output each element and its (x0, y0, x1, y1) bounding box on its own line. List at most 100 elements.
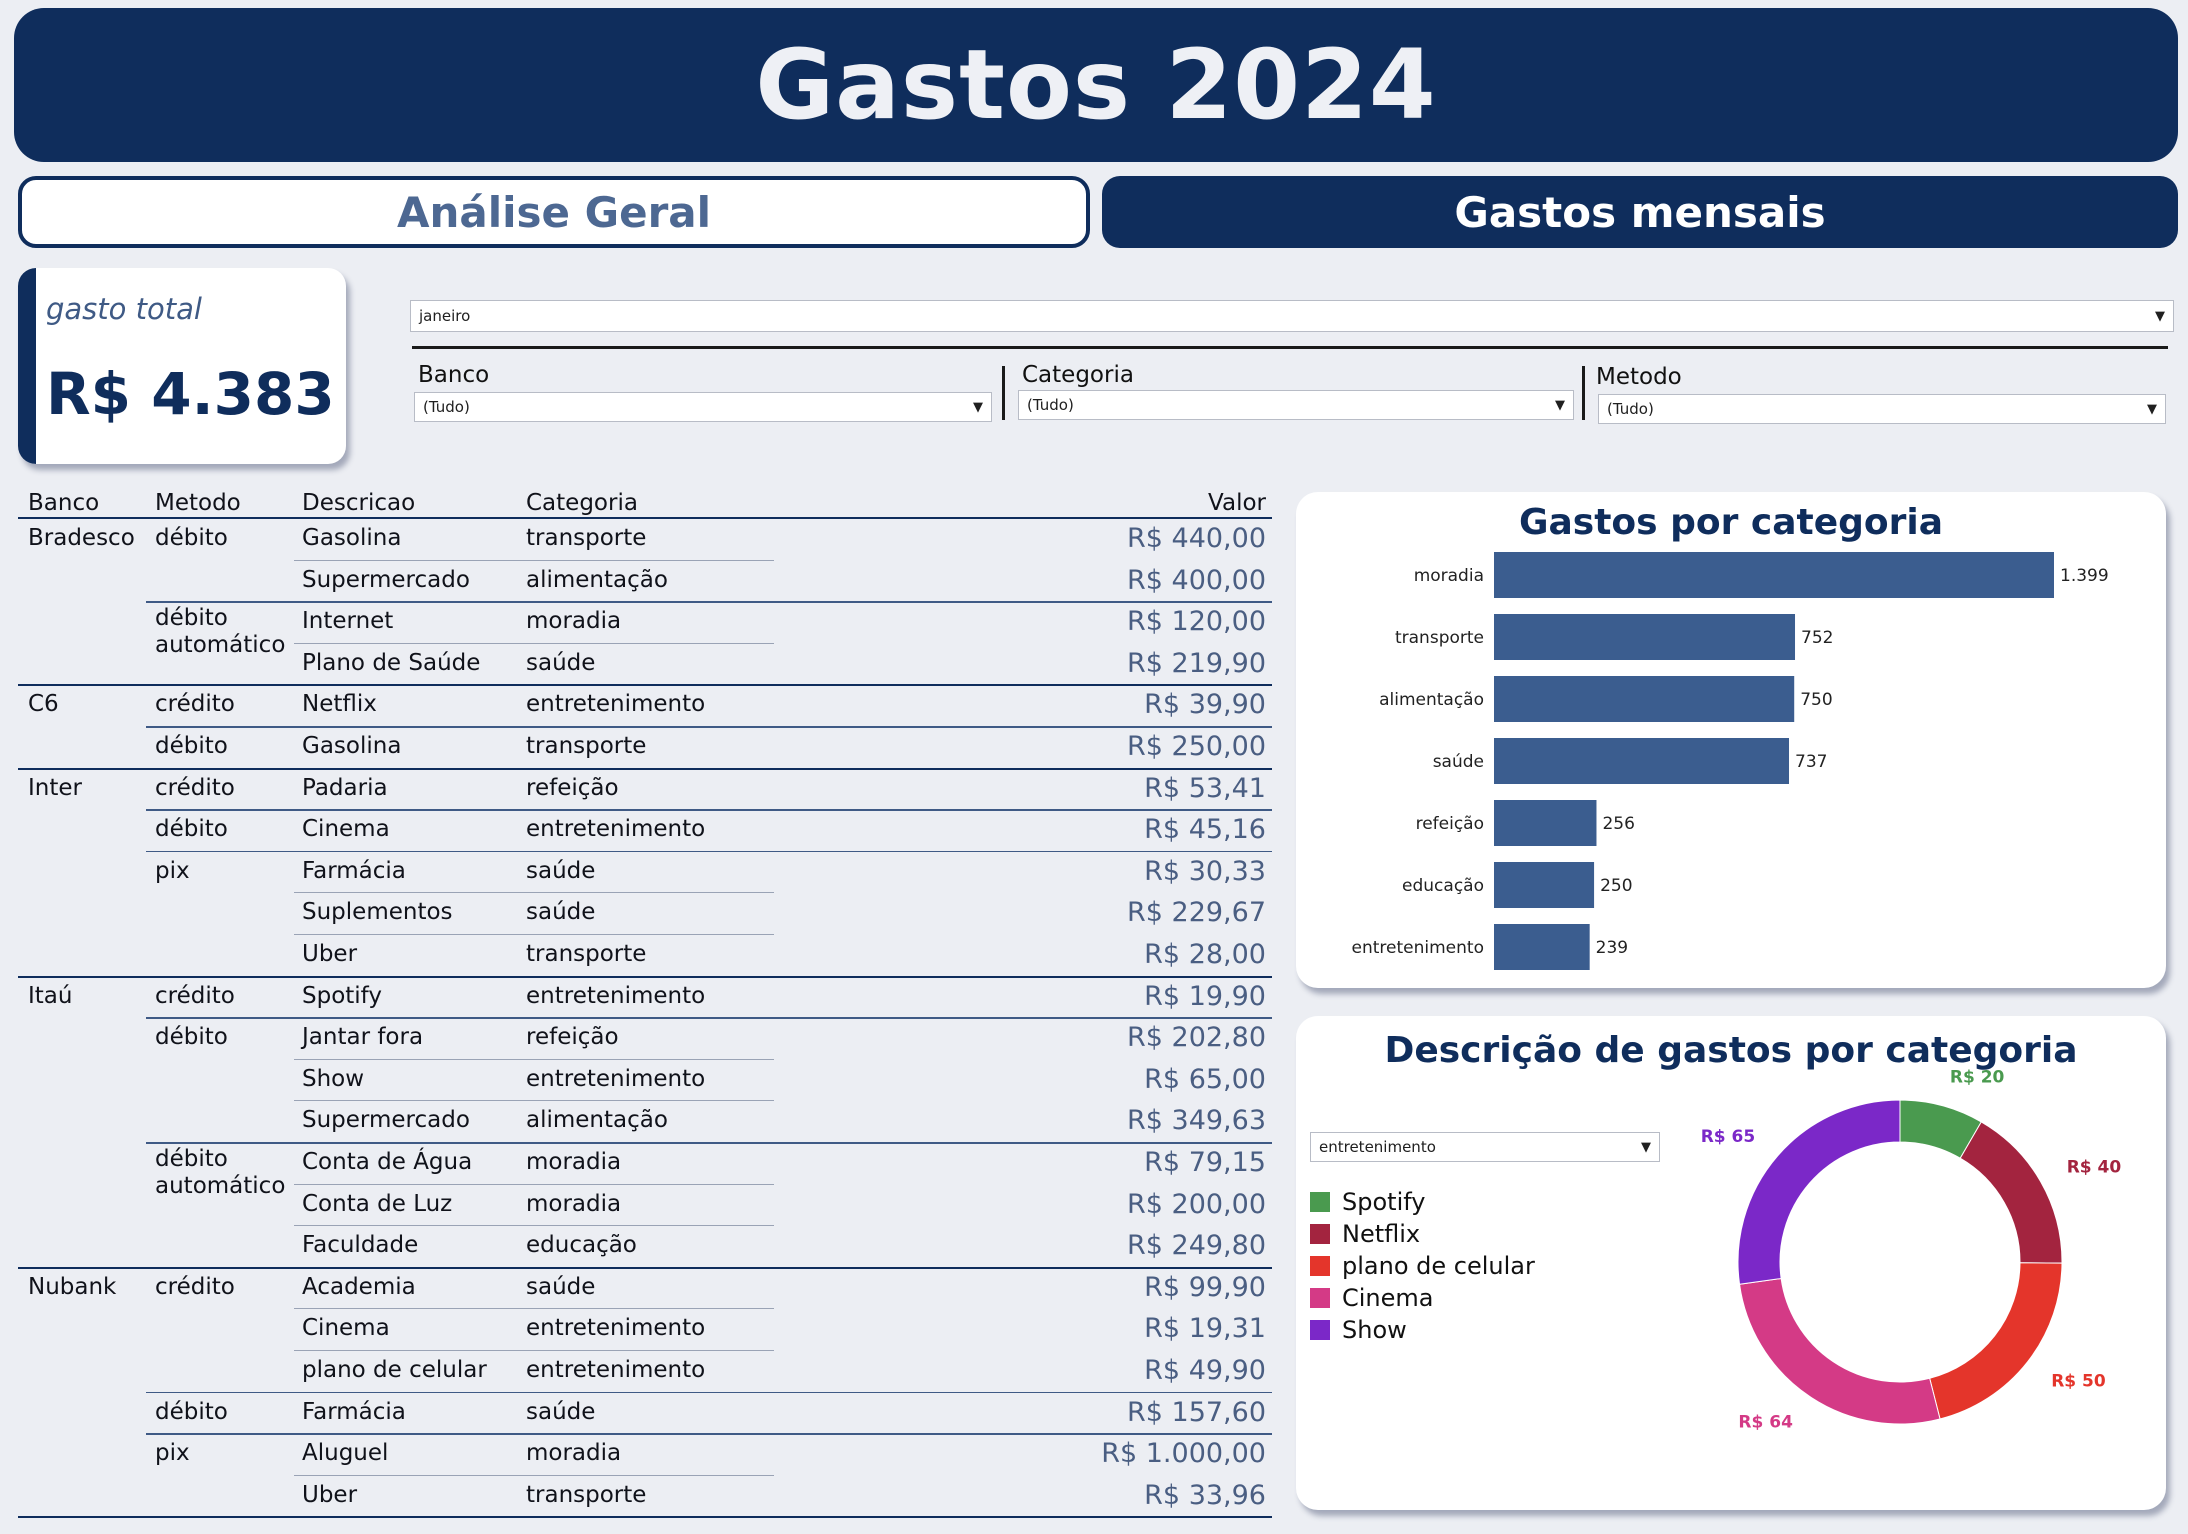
cell-valor: R$ 65,00 (1144, 1063, 1266, 1095)
cell-categoria: refeição (526, 774, 619, 801)
cell-valor: R$ 250,00 (1127, 731, 1266, 762)
cell-categoria: entretenimento (526, 1315, 706, 1342)
row-band (294, 1391, 1272, 1434)
bar-category-label: transporte (1395, 628, 1484, 648)
col-header-descricao: Descricao (302, 490, 416, 516)
bar-entretenimento[interactable] (1494, 924, 1590, 970)
cell-banco: Nubank (28, 1273, 117, 1300)
cell-descricao: Aluguel (302, 1440, 389, 1467)
donut-slice-label: R$ 50 (2051, 1371, 2106, 1391)
bar-alimentação[interactable] (1494, 676, 1795, 722)
cell-metodo: pix (155, 857, 190, 884)
table-rule (294, 642, 774, 644)
legend-item[interactable]: Show (1310, 1314, 1535, 1346)
cell-categoria: educação (526, 1232, 637, 1259)
cell-categoria: refeição (526, 1024, 619, 1051)
table-row: Inter crédito Padaria refeição R$ 53,41 (18, 768, 1272, 810)
cell-descricao: Academia (302, 1273, 416, 1300)
bar-refeição[interactable] (1494, 800, 1597, 846)
table-rule (146, 1433, 1272, 1435)
cell-valor: R$ 99,90 (1144, 1271, 1266, 1303)
bar-value-label: 1.399 (2060, 566, 2109, 586)
tab-gastos-mensais[interactable]: Gastos mensais (1102, 176, 2178, 248)
legend-item[interactable]: plano de celular (1310, 1250, 1535, 1282)
donut-category-select[interactable]: entretenimento ▼ (1310, 1132, 1660, 1162)
cell-banco: Itaú (28, 982, 73, 1009)
bar-educação[interactable] (1494, 862, 1595, 908)
cell-valor: R$ 200,00 (1127, 1188, 1266, 1220)
table-rule (294, 1308, 774, 1310)
table-rule (146, 1391, 1272, 1394)
cell-valor: R$ 400,00 (1127, 564, 1266, 596)
bar-chart-title: Gastos por categoria (1518, 502, 1944, 543)
row-band (294, 1225, 1272, 1267)
cell-descricao: Netflix (302, 691, 377, 718)
cell-valor: R$ 349,63 (1127, 1105, 1266, 1137)
col-header-categoria: Categoria (526, 490, 638, 516)
col-header-metodo: Metodo (155, 490, 241, 516)
table-rule (294, 559, 774, 561)
table-row: Itaú crédito Spotify entretenimento R$ 19,90 (18, 975, 1272, 1018)
chevron-down-icon: ▼ (1555, 397, 1565, 413)
cell-metodo: débito (155, 816, 228, 843)
cell-valor: R$ 49,90 (1144, 1355, 1266, 1386)
legend-item[interactable]: Netflix (1310, 1218, 1535, 1250)
donut-slice-label: R$ 20 (1950, 1068, 2005, 1088)
cell-descricao: Cinema (302, 1315, 390, 1342)
bar-transporte[interactable] (1494, 614, 1796, 660)
row-band (294, 559, 1272, 602)
cell-descricao: Supermercado (302, 1107, 470, 1134)
cell-descricao: Spotify (302, 982, 382, 1009)
row-band (294, 975, 1272, 1018)
chart-card-gastos-por-categoria: Gastos por categoria moradia 1.399 transpo… (1296, 492, 2166, 988)
donut-slice-netflix[interactable] (1959, 1121, 2063, 1264)
bar-saúde[interactable] (1494, 738, 1790, 784)
donut-category-value: entretenimento (1319, 1138, 1436, 1156)
legend-label: Show (1342, 1316, 1407, 1344)
row-band (294, 809, 1272, 851)
donut-slice-show[interactable] (1737, 1099, 1901, 1285)
table-row: Supermercado alimentação R$ 349,63 (18, 1100, 1272, 1142)
table-row: Supermercado alimentação R$ 400,00 (18, 559, 1272, 602)
categoria-filter-select[interactable]: (Tudo) ▼ (1018, 390, 1574, 420)
table-row: débito Cinema entretenimento R$ 45,16 (18, 809, 1272, 851)
metodo-filter-select[interactable]: (Tudo) ▼ (1598, 394, 2166, 424)
cell-categoria: saúde (526, 649, 596, 676)
donut-slice-plano-de-celular[interactable] (1929, 1262, 2063, 1420)
donut-slice-label: R$ 65 (1701, 1127, 1756, 1147)
table-row: Plano de Saúde saúde R$ 219,90 (18, 642, 1272, 685)
categoria-filter-label: Categoria (1022, 362, 1134, 388)
banco-filter-select[interactable]: (Tudo) ▼ (414, 392, 992, 422)
cell-descricao: Supermercado (302, 566, 470, 593)
donut-slice-cinema[interactable] (1738, 1277, 1941, 1425)
chevron-down-icon: ▼ (2155, 308, 2165, 324)
kpi-label: gasto total (46, 292, 202, 326)
donut-chart: R$ 20 R$ 40 R$ 50 R$ 64 R$ 65 (1701, 1068, 2122, 1433)
cell-categoria: moradia (526, 1149, 622, 1175)
row-band (294, 1474, 1272, 1517)
table-row: Uber transporte R$ 28,00 (18, 934, 1272, 976)
table-row: Cinema entretenimento R$ 19,31 (18, 1308, 1272, 1350)
chevron-down-icon: ▼ (2147, 401, 2157, 417)
legend-item[interactable]: Spotify (1310, 1186, 1535, 1218)
bar-category-label: refeição (1416, 814, 1484, 834)
month-select[interactable]: janeiro ▼ (410, 300, 2174, 332)
cell-categoria: transporte (526, 1481, 647, 1508)
cell-valor: R$ 219,90 (1127, 647, 1266, 679)
cell-categoria: entretenimento (526, 982, 706, 1009)
legend-item[interactable]: Cinema (1310, 1282, 1535, 1314)
tab-analise-geral[interactable]: Análise Geral (18, 176, 1090, 248)
legend-swatch (1310, 1256, 1330, 1276)
bar-moradia[interactable] (1494, 552, 2054, 598)
cell-descricao: Farmácia (302, 1398, 406, 1425)
month-select-value: janeiro (419, 307, 471, 325)
table-row: Faculdade educação R$ 249,80 (18, 1225, 1272, 1267)
cell-metodo: débito automático (155, 1146, 286, 1199)
legend-swatch (1310, 1192, 1330, 1212)
legend-swatch (1310, 1288, 1330, 1308)
cell-categoria: saúde (526, 1273, 596, 1300)
table-rule (294, 1058, 774, 1060)
cell-categoria: transporte (526, 525, 647, 551)
bar-category-label: saúde (1433, 752, 1484, 772)
bar-value-label: 239 (1596, 938, 1628, 958)
